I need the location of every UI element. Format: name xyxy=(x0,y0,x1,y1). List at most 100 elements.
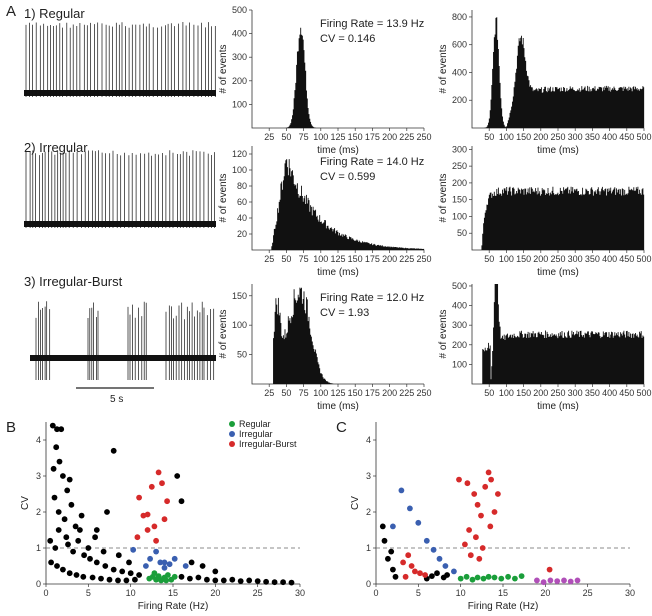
isi-burst-bars xyxy=(273,287,334,384)
scatter-c-ytick-label: 4 xyxy=(366,435,371,445)
scatter-c-point-purple xyxy=(554,578,561,584)
scale-bar-label: 5 s xyxy=(110,394,123,405)
isi-burst-ytick-label: 50 xyxy=(237,350,247,360)
scatter-c-point-regular xyxy=(480,575,487,582)
scatter-b-point-irregular xyxy=(157,559,164,566)
ac-burst-ytick-label: 500 xyxy=(452,281,467,291)
scatter-c-point-burst xyxy=(478,512,484,519)
scatter-c-point-purple xyxy=(534,577,540,584)
ac-burst-xtick-label: 200 xyxy=(533,388,548,398)
scatter-b-point-other xyxy=(254,578,261,584)
isi-burst-xtick-label: 150 xyxy=(348,388,363,398)
isi-irregular-ytick-label: 20 xyxy=(237,229,247,239)
scatter-c-point-burst xyxy=(474,501,481,508)
scatter-b-point-burst xyxy=(136,494,143,501)
scatter-b-point-burst xyxy=(134,534,141,541)
trace-irregular-spikes xyxy=(25,150,215,228)
chart-scatter-c: 0 5 10 15 20 25 30 0 1 2 3 4 Firing Rate (Hz) CV xyxy=(350,422,635,612)
scatter-c-point-other xyxy=(429,573,435,579)
isi-burst-ytick-label: 100 xyxy=(232,320,247,330)
ac-burst-ytick-label: 300 xyxy=(452,320,467,330)
scatter-b-point-regular xyxy=(151,570,158,577)
ac-burst-xlabel: time (ms) xyxy=(537,401,579,412)
scatter-c-xtick-label: 30 xyxy=(625,588,635,598)
scatter-c-point-burst xyxy=(467,552,474,559)
scatter-c-point-regular xyxy=(498,575,505,582)
isi-burst-xtick-label: 25 xyxy=(264,388,274,398)
isi-regular-ytick-label: 400 xyxy=(232,29,247,39)
scatter-c-point-burst xyxy=(485,469,492,476)
ac-regular-bars xyxy=(483,17,645,128)
scatter-b-point-other xyxy=(60,566,66,573)
isi-regular-axes xyxy=(251,10,424,129)
scatter-b-point-other xyxy=(126,559,132,566)
scatter-b-point-other xyxy=(115,577,121,584)
scatter-b-ytick-label: 1 xyxy=(36,543,41,553)
isi-irregular-xtick-label: 175 xyxy=(365,254,380,264)
scatter-b-point-other xyxy=(51,494,58,501)
scatter-c-ylabel: CV xyxy=(350,496,361,510)
isi-irregular-ytick-label: 60 xyxy=(237,197,247,207)
ac-irregular-xtick-label: 200 xyxy=(533,254,548,264)
annotations: Firing Rate = 13.9 Hz CV = 0.146 Firing … xyxy=(320,18,424,319)
scatter-b-point-other xyxy=(98,575,104,582)
rate-burst: Firing Rate = 12.0 Hz xyxy=(320,292,424,304)
isi-burst-xtick-label: 200 xyxy=(382,388,397,398)
ac-burst-ytick-label: 200 xyxy=(452,340,467,350)
scatter-b-point-other xyxy=(56,458,63,465)
isi-irregular-xtick-label: 50 xyxy=(281,254,291,264)
ac-regular-xtick-label: 300 xyxy=(568,132,583,142)
scatter-b-point-irregular xyxy=(166,561,173,568)
scatter-b-point-other xyxy=(81,552,87,559)
isi-irregular-ytick-label: 120 xyxy=(232,149,247,159)
isi-burst-xtick-label: 175 xyxy=(365,388,380,398)
scatter-b-point-other xyxy=(188,559,195,566)
scatter-b-point-other xyxy=(178,498,185,505)
scatter-c-point-other xyxy=(388,548,395,555)
isi-irregular-xtick-label: 250 xyxy=(416,254,431,264)
scatter-c-point-burst xyxy=(417,570,423,577)
scatter-b-point-other xyxy=(54,563,60,569)
isi-irregular-xtick-label: 100 xyxy=(313,254,328,264)
panel-label-a: A xyxy=(6,3,16,20)
scatter-b-point-irregular xyxy=(147,555,154,562)
scatter-b-legend-marker xyxy=(229,421,235,427)
scatter-c-point-regular xyxy=(505,573,511,580)
scatter-b-point-other xyxy=(53,444,60,451)
scatter-c-point-burst xyxy=(402,573,409,580)
scatter-c-point-irregular xyxy=(451,568,457,575)
chart-scatter-b: 0 5 10 15 20 25 30 0 1 2 3 4 Firing Rate (Hz) CV Regul… xyxy=(20,419,305,612)
ac-regular-xtick-label: 150 xyxy=(516,132,531,142)
ac-irregular-ytick-label: 250 xyxy=(452,161,467,171)
scatter-b-point-other xyxy=(65,541,71,548)
isi-irregular-xtick-label: 25 xyxy=(264,254,274,264)
scatter-c-point-burst xyxy=(464,480,471,487)
scatter-b-xtick-label: 25 xyxy=(253,588,263,598)
scatter-b-point-other xyxy=(85,545,92,551)
scatter-b-ylabel: CV xyxy=(20,496,31,510)
ac-burst-xtick-label: 500 xyxy=(636,388,651,398)
ac-irregular-xtick-label: 250 xyxy=(550,254,565,264)
scatter-b-point-burst xyxy=(144,527,151,533)
scatter-c-point-burst xyxy=(546,566,553,573)
scatter-c-point-burst xyxy=(487,523,494,530)
ac-irregular-xtick-label: 300 xyxy=(568,254,583,264)
isi-regular-bars xyxy=(285,27,317,128)
scatter-b-point-other xyxy=(55,527,62,533)
ac-regular-xtick-label: 200 xyxy=(533,132,548,142)
isi-burst-xtick-label: 100 xyxy=(313,388,328,398)
isi-regular-xtick-label: 75 xyxy=(299,132,309,142)
scatter-b-point-other xyxy=(89,574,96,581)
scatter-b-point-irregular xyxy=(171,555,178,562)
scatter-c-point-burst xyxy=(491,509,498,515)
scatter-b-point-other xyxy=(49,422,56,429)
scatter-b-xlabel: Firing Rate (Hz) xyxy=(138,601,209,612)
scatter-b-point-other xyxy=(58,426,65,433)
scatter-b-point-other xyxy=(66,476,73,483)
scatter-c-point-purple xyxy=(574,577,581,584)
scatter-c-point-other xyxy=(385,555,391,562)
scatter-b-point-other xyxy=(78,512,85,519)
scatter-b-legend-marker xyxy=(229,441,235,447)
scatter-b-point-other xyxy=(237,578,244,584)
trace-irregular xyxy=(24,150,216,228)
